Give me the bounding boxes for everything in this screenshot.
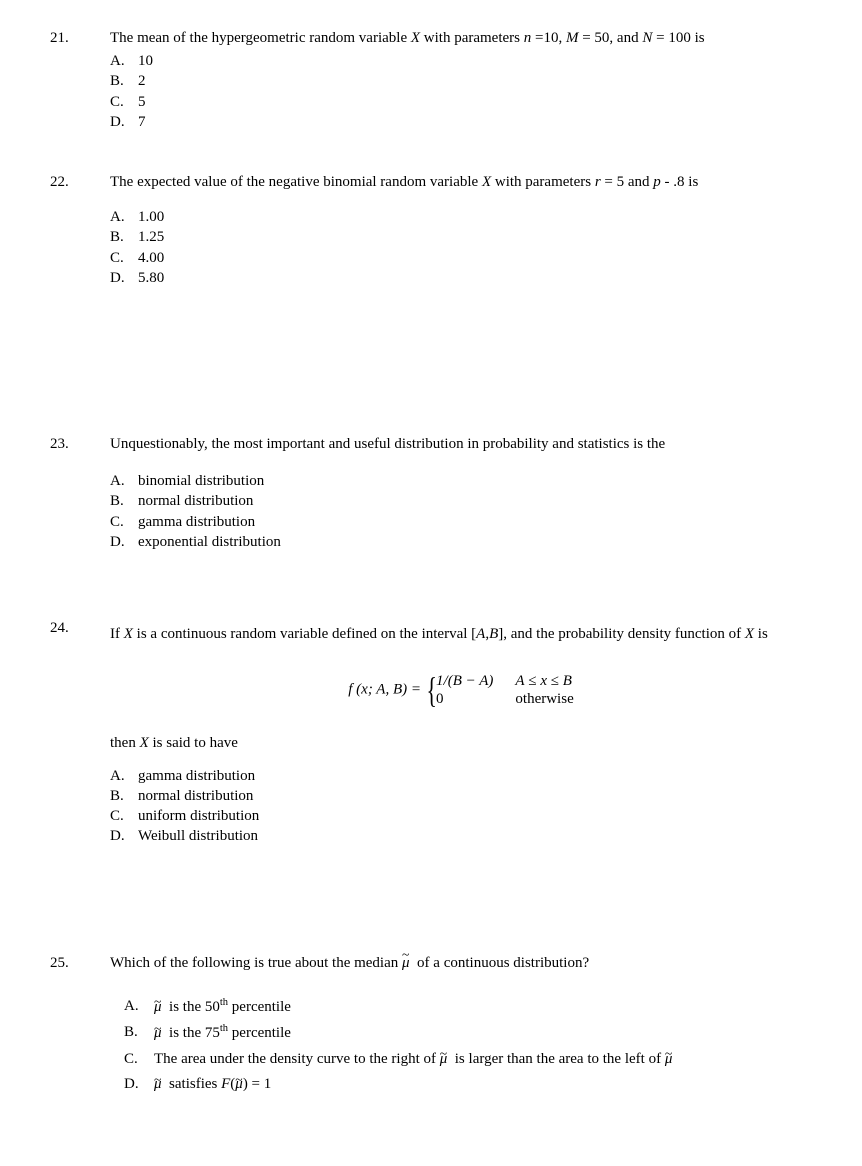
spacer xyxy=(50,160,812,174)
option-letter: B. xyxy=(110,227,138,247)
question-body: Which of the following is true about the… xyxy=(110,955,812,1098)
option-text: 4.00 xyxy=(138,248,812,268)
options-list: A.μ is the 50th percentileB.μ is the 75t… xyxy=(124,994,812,1098)
option-text: 1.00 xyxy=(138,207,812,227)
question: 23.Unquestionably, the most important an… xyxy=(50,436,812,552)
option: B.normal distribution xyxy=(110,491,812,511)
option-letter: A. xyxy=(124,994,154,1021)
option-letter: D. xyxy=(110,532,138,552)
option-letter: C. xyxy=(124,1047,154,1073)
question-stem: Unquestionably, the most important and u… xyxy=(110,436,812,453)
spacer xyxy=(50,580,812,620)
option-letter: A. xyxy=(110,766,138,786)
option-text: 5.80 xyxy=(138,268,812,288)
option-text: Weibull distribution xyxy=(138,826,812,846)
option: A.10 xyxy=(110,51,812,71)
option: B.2 xyxy=(110,71,812,91)
options-list: A.1.00B.1.25C.4.00D.5.80 xyxy=(110,207,812,288)
question-number: 21. xyxy=(50,30,110,132)
option-letter: C. xyxy=(110,512,138,532)
option-letter: B. xyxy=(110,491,138,511)
spacer xyxy=(110,457,812,469)
option: C.The area under the density curve to th… xyxy=(124,1047,812,1073)
option-text: μ is the 50th percentile xyxy=(154,994,812,1021)
option-text: 1.25 xyxy=(138,227,812,247)
option-letter: C. xyxy=(110,92,138,112)
option-text: gamma distribution xyxy=(138,766,812,786)
option-text: normal distribution xyxy=(138,786,812,806)
option: C.uniform distribution xyxy=(110,806,812,826)
option: B.μ is the 75th percentile xyxy=(124,1020,812,1047)
option: D.5.80 xyxy=(110,268,812,288)
option: C.gamma distribution xyxy=(110,512,812,532)
option-letter: C. xyxy=(110,806,138,826)
spacer xyxy=(110,195,812,205)
question: 21.The mean of the hypergeometric random… xyxy=(50,30,812,132)
question-body: The expected value of the negative binom… xyxy=(110,174,812,288)
option-letter: D. xyxy=(124,1072,154,1098)
spacer xyxy=(110,976,812,992)
question-number: 25. xyxy=(50,955,110,1098)
option: B.normal distribution xyxy=(110,786,812,806)
question-stem: Which of the following is true about the… xyxy=(110,955,812,972)
option-letter: A. xyxy=(110,471,138,491)
question-stem: If X is a continuous random variable def… xyxy=(110,620,812,649)
option-text: The area under the density curve to the … xyxy=(154,1047,812,1073)
option: A.binomial distribution xyxy=(110,471,812,491)
options-list: A.binomial distributionB.normal distribu… xyxy=(110,471,812,552)
option: A.gamma distribution xyxy=(110,766,812,786)
option-letter: D. xyxy=(110,826,138,846)
option-text: 10 xyxy=(138,51,812,71)
option: D.7 xyxy=(110,112,812,132)
option: D.μ satisfies F(μ) = 1 xyxy=(124,1072,812,1098)
spacer xyxy=(50,316,812,436)
question: 24.If X is a continuous random variable … xyxy=(50,620,812,847)
option-text: 2 xyxy=(138,71,812,91)
option-text: 5 xyxy=(138,92,812,112)
option-letter: B. xyxy=(110,71,138,91)
option: D.exponential distribution xyxy=(110,532,812,552)
question-body: Unquestionably, the most important and u… xyxy=(110,436,812,552)
options-list: A.10B.2C.5D.7 xyxy=(110,51,812,132)
option: D.Weibull distribution xyxy=(110,826,812,846)
options-list: A.gamma distributionB.normal distributio… xyxy=(110,766,812,847)
spacer xyxy=(50,875,812,955)
spacer xyxy=(110,752,812,764)
question: 22.The expected value of the negative bi… xyxy=(50,174,812,288)
question-number: 22. xyxy=(50,174,110,288)
option-text: normal distribution xyxy=(138,491,812,511)
option-letter: C. xyxy=(110,248,138,268)
option-letter: D. xyxy=(110,268,138,288)
option-text: gamma distribution xyxy=(138,512,812,532)
question-number: 24. xyxy=(50,620,110,847)
option-letter: D. xyxy=(110,112,138,132)
question-stem-continued: then X is said to have xyxy=(110,735,812,752)
option: C.4.00 xyxy=(110,248,812,268)
option-letter: B. xyxy=(110,786,138,806)
option: B.1.25 xyxy=(110,227,812,247)
option-text: uniform distribution xyxy=(138,806,812,826)
question-stem: The mean of the hypergeometric random va… xyxy=(110,30,812,47)
option-text: binomial distribution xyxy=(138,471,812,491)
question-number: 23. xyxy=(50,436,110,552)
question-body: If X is a continuous random variable def… xyxy=(110,620,812,847)
option: A.μ is the 50th percentile xyxy=(124,994,812,1021)
question-stem: The expected value of the negative binom… xyxy=(110,174,812,191)
option: C.5 xyxy=(110,92,812,112)
option-letter: B. xyxy=(124,1020,154,1047)
option-letter: A. xyxy=(110,207,138,227)
option: A.1.00 xyxy=(110,207,812,227)
option-text: 7 xyxy=(138,112,812,132)
question-body: The mean of the hypergeometric random va… xyxy=(110,30,812,132)
option-letter: A. xyxy=(110,51,138,71)
option-text: exponential distribution xyxy=(138,532,812,552)
option-text: μ satisfies F(μ) = 1 xyxy=(154,1072,812,1098)
option-text: μ is the 75th percentile xyxy=(154,1020,812,1047)
formula: f (x; A, B) = {1/(B − A)0A ≤ x ≤ Botherw… xyxy=(110,669,812,711)
question-list: 21.The mean of the hypergeometric random… xyxy=(50,30,812,1098)
question: 25.Which of the following is true about … xyxy=(50,955,812,1098)
